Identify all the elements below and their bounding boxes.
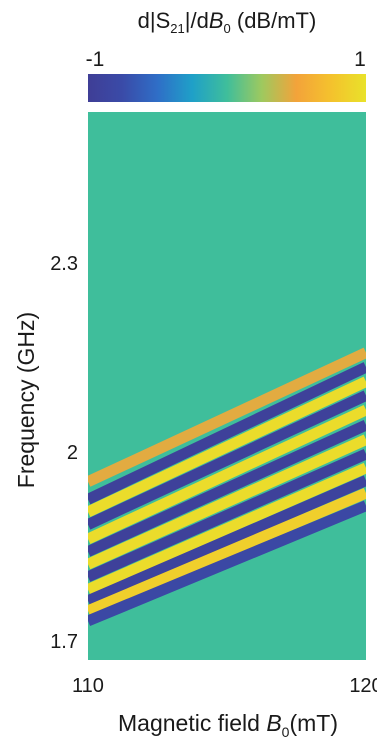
heatmap-plot-area	[88, 112, 366, 660]
y-tick-label-3: 2.3	[50, 253, 78, 275]
x-axis-label-unit: (mT)	[289, 710, 338, 736]
mode-stripe-2	[88, 362, 366, 505]
mode-stripe-11	[88, 488, 366, 616]
y-tick-label-1: 1.7	[50, 631, 78, 653]
x-axis-label: Magnetic field B0(mT)	[118, 710, 338, 740]
colorbar-max-label: 1	[354, 48, 366, 71]
colorbar-min-label: -1	[86, 48, 105, 71]
y-tick-labels: 1.7 2 2.3	[50, 253, 78, 653]
colorbar-title-mid: |/d	[185, 8, 209, 33]
mode-stripe-12	[88, 500, 366, 627]
mode-stripe-1	[88, 347, 366, 487]
x-tick-label-1: 110	[72, 675, 104, 697]
y-axis-label: Frequency (GHz)	[13, 312, 39, 488]
x-tick-label-2: 120	[349, 675, 377, 697]
colorbar	[88, 74, 366, 102]
mode-stripe-10	[88, 475, 366, 606]
mode-stripe-3	[88, 376, 366, 517]
colorbar-title-var: B	[209, 8, 224, 33]
mode-stripe-7	[88, 434, 366, 570]
y-tick-label-2: 2	[67, 442, 78, 464]
x-axis-label-var-sub: 0	[282, 724, 290, 740]
mode-stripe-4	[88, 390, 366, 530]
mode-stripe-8	[88, 448, 366, 582]
colorbar-title: d|S21|/dB0 (dB/mT)	[138, 8, 317, 36]
colorbar-title-var-sub: 0	[224, 21, 231, 36]
x-axis-label-var: B	[266, 710, 281, 736]
mode-stripe-9	[88, 462, 366, 595]
x-tick-labels: 110 120	[72, 675, 377, 697]
x-axis-label-text: Magnetic field	[118, 710, 266, 736]
colorbar-title-unit: (dB/mT)	[231, 8, 317, 33]
colorbar-title-sub: 21	[170, 21, 184, 36]
mode-stripe-6	[88, 420, 366, 557]
colorbar-title-prefix: d|S	[138, 8, 171, 33]
mode-stripe-5	[88, 404, 366, 545]
